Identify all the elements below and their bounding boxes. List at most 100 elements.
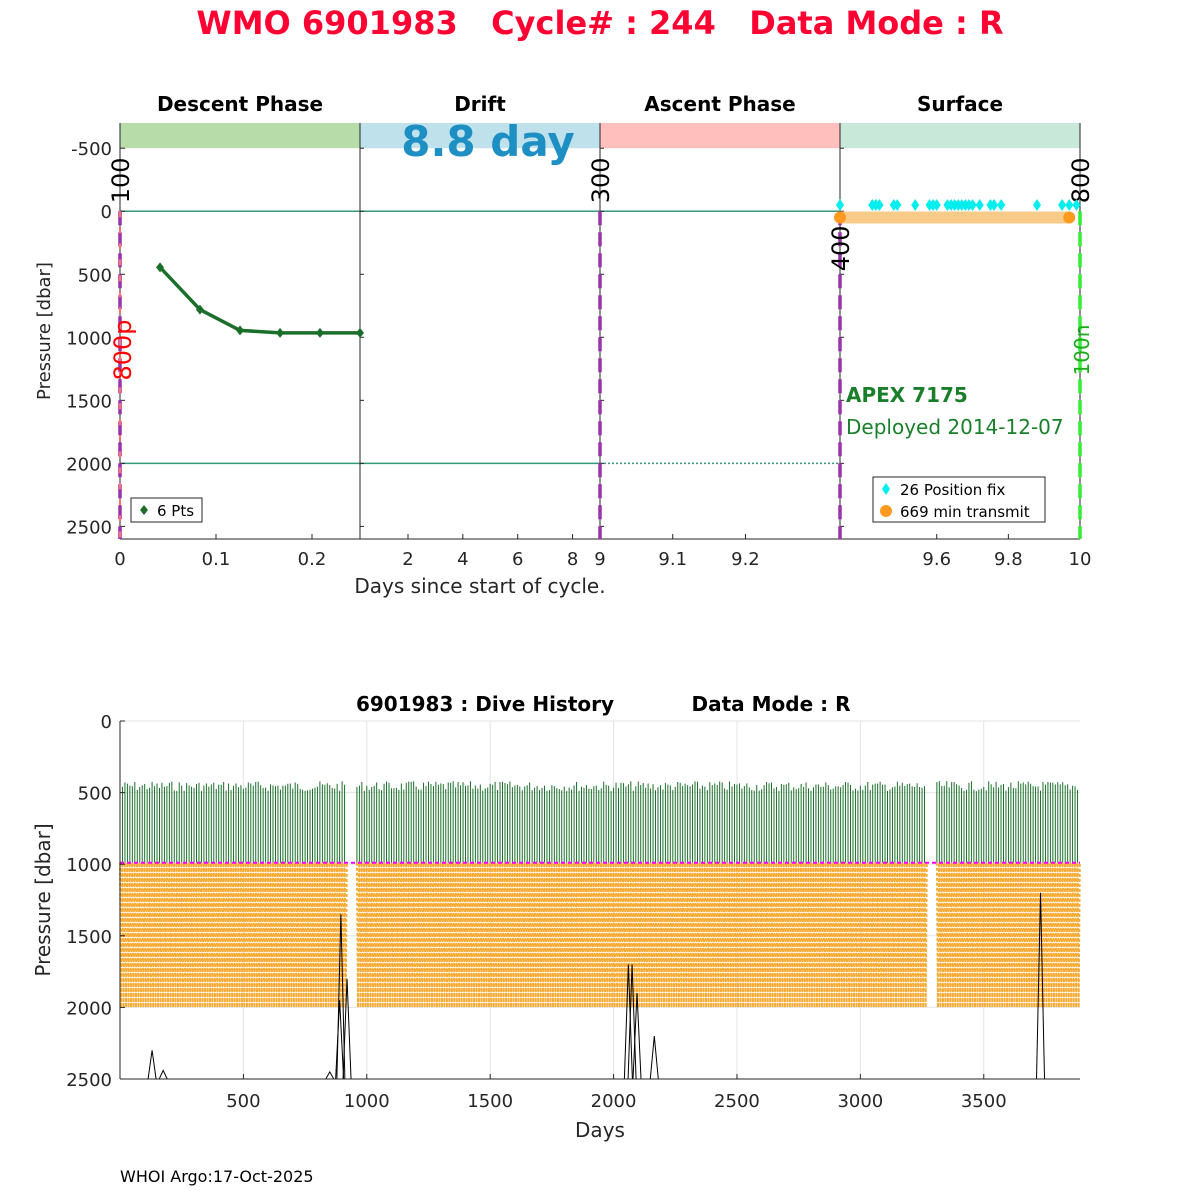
profile-trace (1039, 862, 1044, 1008)
profile-trace (257, 862, 262, 1008)
profile-trace (457, 862, 462, 1008)
profile-trace (965, 862, 970, 1008)
profile-trace (1007, 862, 1012, 1008)
profile-trace (225, 862, 230, 1008)
profile-trace (639, 862, 644, 1008)
profile-trace (459, 862, 464, 1008)
profile-trace (627, 862, 632, 1008)
profile-trace (429, 862, 435, 1008)
profile-trace (570, 862, 575, 1008)
profile-trace (886, 862, 891, 1008)
profile-trace (439, 862, 445, 1008)
x-tick-label: 1000 (344, 1091, 390, 1112)
profile-trace (402, 862, 408, 1008)
profile-trace (590, 862, 595, 1008)
profile-trace (343, 862, 348, 1008)
profile-trace (768, 862, 773, 1008)
y-tick-label: 1000 (66, 328, 112, 349)
profile-trace (896, 862, 901, 1008)
profile-trace (420, 862, 425, 1008)
profile-trace (474, 862, 479, 1008)
profile-trace (780, 862, 785, 1008)
profile-trace (800, 862, 805, 1008)
profile-trace (851, 862, 857, 1008)
x-tick-label: 9 (594, 549, 605, 570)
y-tick-label: 0 (101, 202, 112, 223)
profile-trace (607, 862, 612, 1008)
profile-trace (197, 862, 203, 1008)
transmit-endpoint (834, 211, 846, 224)
profile-trace (508, 862, 514, 1008)
profile-trace (215, 862, 220, 1008)
profile-trace (175, 862, 180, 1008)
profile-trace (1024, 862, 1029, 1008)
profile-trace (548, 862, 553, 1008)
profile-trace (195, 862, 200, 1008)
legend-descent-symbol (140, 505, 148, 515)
x-tick-label: 10 (1069, 549, 1092, 570)
profile-trace (568, 862, 573, 1008)
profile-trace (516, 862, 521, 1008)
profile-trace (676, 862, 681, 1008)
x-tick-label: 1500 (467, 1091, 513, 1112)
profile-trace (323, 862, 329, 1008)
profile-trace (619, 862, 625, 1008)
legend-fix-label: 26 Position fix (900, 481, 1005, 499)
x-tick-label: 9.1 (658, 549, 687, 570)
profile-trace (701, 862, 706, 1008)
profile-trace (526, 862, 531, 1008)
profile-trace (893, 862, 899, 1008)
profile-trace (296, 862, 301, 1008)
y-tick-label: 500 (78, 784, 112, 805)
profile-trace (244, 862, 250, 1008)
profile-trace (856, 862, 862, 1008)
profile-trace (242, 862, 247, 1008)
profile-trace (1041, 862, 1047, 1008)
profile-trace (955, 862, 960, 1008)
position-fix-marker (997, 198, 1006, 211)
profile-trace (901, 862, 906, 1008)
profile-trace (415, 862, 420, 1008)
profile-trace (612, 862, 617, 1008)
profile-trace (740, 862, 746, 1008)
profile-trace (279, 862, 284, 1008)
profile-trace (637, 862, 642, 1008)
profile-trace (982, 862, 987, 1008)
profile-trace (595, 862, 600, 1008)
profile-trace (501, 862, 506, 1008)
profile-trace (550, 862, 556, 1008)
profile-trace (360, 862, 366, 1008)
profile-trace (716, 862, 721, 1008)
position-fix-marker (1058, 198, 1067, 211)
profile-trace (913, 862, 918, 1008)
y-tick-label: -500 (71, 139, 112, 160)
event-mark-label: 300 (587, 157, 615, 203)
profile-trace (491, 862, 496, 1008)
profile-trace (940, 862, 946, 1008)
profile-trace (123, 862, 129, 1008)
phase-label: Descent Phase (157, 92, 323, 116)
profile-trace (375, 862, 380, 1008)
y-tick-label: 2000 (66, 454, 112, 475)
profile-trace (945, 862, 950, 1008)
profile-trace (782, 862, 788, 1008)
profile-trace (975, 862, 980, 1008)
profile-trace (1069, 862, 1074, 1008)
profile-trace (711, 862, 716, 1008)
profile-trace (822, 862, 827, 1008)
profile-trace (484, 862, 489, 1008)
profile-trace (812, 862, 817, 1008)
profile-trace (906, 862, 911, 1008)
profile-trace (777, 862, 783, 1008)
profile-trace (301, 862, 306, 1008)
profile-trace (511, 862, 516, 1008)
profile-trace (832, 862, 837, 1008)
profile-trace (792, 862, 797, 1008)
profile-trace (469, 862, 474, 1008)
descent-profile-point (195, 304, 204, 315)
profile-trace (859, 862, 864, 1008)
profile-trace (432, 862, 437, 1008)
profile-trace (772, 862, 778, 1008)
profile-trace (908, 862, 913, 1008)
